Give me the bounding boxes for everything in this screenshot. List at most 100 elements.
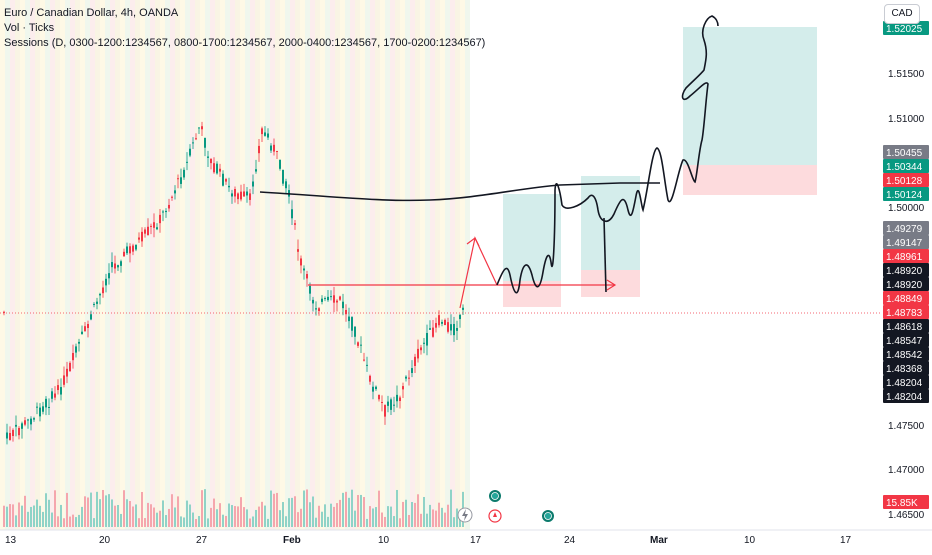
candle-body <box>138 237 140 240</box>
volume-bar <box>333 506 335 527</box>
volume-bar <box>231 505 233 527</box>
price-tick: 1.47500 <box>888 421 925 432</box>
volume-bar <box>159 510 161 527</box>
candle-body <box>438 315 440 326</box>
event-icon[interactable] <box>489 490 501 502</box>
svg-text:1.52025: 1.52025 <box>886 24 923 35</box>
long-position-1[interactable] <box>503 194 561 307</box>
volume-bar <box>132 506 134 527</box>
candle-body <box>387 401 389 406</box>
candle-body <box>144 229 146 234</box>
volume-bar <box>45 493 47 527</box>
volume-bar <box>252 516 254 527</box>
volume-bar <box>336 503 338 527</box>
volume-bar <box>441 507 443 527</box>
volume-bar <box>306 489 308 527</box>
volume-bar <box>162 500 164 527</box>
candle-body <box>294 223 296 225</box>
candle-body <box>264 132 266 136</box>
candle-body <box>447 322 449 332</box>
price-badge: 1.50455 <box>883 145 929 159</box>
candle-body <box>27 419 29 421</box>
candle-body <box>132 245 134 252</box>
candle-body <box>120 261 122 266</box>
candle-body <box>129 246 131 254</box>
candle-body <box>60 387 62 395</box>
candle-body <box>243 191 245 197</box>
volume-bar <box>417 494 419 527</box>
event-icon-2[interactable] <box>542 510 554 522</box>
volume-bar <box>18 502 20 527</box>
candle-body <box>192 142 194 144</box>
candle-body <box>348 316 350 322</box>
hand-drawn-projection[interactable] <box>496 15 719 294</box>
candle-body <box>66 368 68 377</box>
canada-flag-icon[interactable] <box>488 509 502 523</box>
candle-body <box>156 227 158 230</box>
level-line[interactable] <box>259 182 660 202</box>
candle-body <box>312 299 314 304</box>
volume-bar <box>342 492 344 527</box>
candle-body <box>378 394 380 400</box>
candle-body <box>462 307 464 310</box>
volume-bar <box>60 504 62 527</box>
candle-body <box>432 327 434 337</box>
svg-text:1.48547: 1.48547 <box>886 336 923 347</box>
volume-bar <box>303 490 305 527</box>
candle-body <box>135 244 137 250</box>
chart-legend[interactable]: Euro / Canadian Dollar, 4h, OANDA Vol · … <box>4 6 485 51</box>
lightning-icon[interactable] <box>457 507 473 523</box>
candle-body <box>45 398 47 408</box>
volume-bar <box>369 506 371 527</box>
volume-bar <box>138 518 140 527</box>
volume-bar <box>312 496 314 527</box>
candle-body <box>342 301 344 309</box>
legend-volume: Vol · Ticks <box>4 22 55 34</box>
volume-bar <box>327 516 329 527</box>
candle-body <box>456 328 458 331</box>
candle-body <box>381 401 383 403</box>
price-axis[interactable]: 1.51500 1.51000 1.50000 1.47500 1.47000 1.465… <box>882 0 932 530</box>
volume-bar <box>201 490 203 527</box>
candle-body <box>276 150 278 152</box>
volume-bar <box>153 507 155 527</box>
candle-body <box>165 210 167 213</box>
volume-bar <box>177 496 179 527</box>
candle-body <box>336 300 338 303</box>
volume-bar <box>156 512 158 527</box>
candle-body <box>21 423 23 429</box>
candle-body <box>234 189 236 197</box>
volume-bar <box>447 504 449 527</box>
volume-bar <box>330 503 332 527</box>
volume-bar <box>378 490 380 527</box>
volume-bar <box>429 504 431 527</box>
candle-body <box>102 287 104 294</box>
volume-bar <box>147 502 149 527</box>
candle-body <box>147 226 149 236</box>
candle-body <box>420 347 422 351</box>
candle-body <box>72 352 74 361</box>
candle-body <box>399 397 401 402</box>
volume-bar <box>213 498 215 527</box>
candle-body <box>18 428 20 436</box>
hand-drawn-line-down[interactable] <box>603 217 607 293</box>
volume-bar <box>396 489 398 527</box>
price-badge: 15.85K <box>883 495 929 509</box>
currency-selector[interactable]: CAD <box>884 4 920 24</box>
candle-body <box>459 314 461 320</box>
candle-body <box>177 178 179 180</box>
time-axis[interactable]: 13 20 27 Feb 10 17 24 Mar 10 17 <box>0 529 932 546</box>
candle-body <box>108 273 110 279</box>
long-position-2[interactable] <box>581 176 640 297</box>
volume-bar <box>381 512 383 527</box>
volume-bar <box>246 509 248 527</box>
time-label: 24 <box>564 535 576 546</box>
volume-bar <box>288 498 290 527</box>
red-ray[interactable] <box>308 236 617 309</box>
candle-body <box>390 399 392 410</box>
long-position-3[interactable] <box>683 27 817 195</box>
volume-bar <box>372 508 374 527</box>
candle-body <box>285 181 287 189</box>
